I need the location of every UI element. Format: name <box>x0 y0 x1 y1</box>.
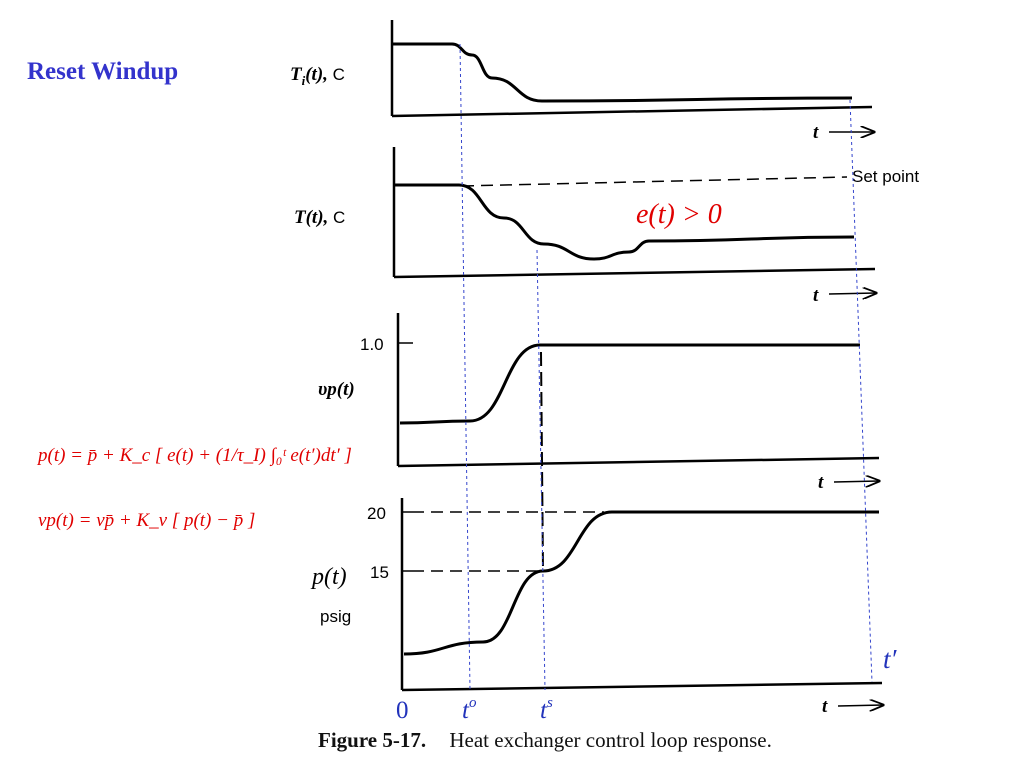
series-line <box>403 510 879 656</box>
figure-caption: Figure 5-17. Heat exchanger control loop… <box>318 728 772 753</box>
slide-title: Reset Windup <box>27 58 179 85</box>
y-axis-label: υp(t) <box>318 379 355 400</box>
x-axis <box>397 456 880 468</box>
y-axis-label: p(t) <box>310 564 347 590</box>
y-tick-label: 15 <box>370 563 389 582</box>
x-axis-label: t <box>813 122 819 143</box>
time-marker-t-o: to <box>462 695 477 724</box>
error-annotation: e(t) > 0 <box>636 199 722 230</box>
x-axis-label: t <box>813 285 819 306</box>
x-axis-arrow <box>833 481 879 482</box>
y-axis-label: T(t), C <box>294 207 345 228</box>
time-marker-t-s: ts <box>540 695 553 724</box>
t-s-marker-line <box>536 249 546 691</box>
t-prime-marker-line <box>849 99 873 683</box>
x-axis-label: t <box>822 696 828 717</box>
figure-caption-label: Figure 5-17. <box>318 728 427 752</box>
y-axis-label: Ti(t), C <box>290 64 345 88</box>
x-axis-label: t <box>818 472 824 493</box>
series-line <box>393 183 855 261</box>
time-marker-t-prime: t′ <box>883 644 898 674</box>
y-tick-label: 1.0 <box>360 335 384 354</box>
x-axis <box>393 267 876 279</box>
time-marker-0: 0 <box>396 697 409 724</box>
time-markers <box>459 43 873 691</box>
y-tick-label: 20 <box>367 504 386 523</box>
y-axis-unit: psig <box>320 607 351 626</box>
t-o-marker-line <box>459 43 471 691</box>
valve-position-equation: vp(t) = vp̄ + K_v [ p(t) − p̄ ] <box>38 510 256 531</box>
x-axis <box>391 105 873 118</box>
series-line <box>399 343 860 425</box>
series-line <box>391 42 853 103</box>
panel-pressure: 20 15 p(t) psig t <box>310 351 883 717</box>
x-axis-arrow <box>828 293 876 294</box>
set-point-line <box>461 176 848 187</box>
set-point-label: Set point <box>852 167 919 186</box>
x-axis <box>401 681 883 692</box>
pi-controller-equation: p(t) = p̄ + K_c [ e(t) + (1/τ_I) ∫₀ᵗ e(t… <box>38 445 352 466</box>
x-axis-arrow <box>837 705 883 706</box>
panel-outlet-temperature: Set point T(t), C e(t) > 0 t <box>294 147 919 306</box>
figure-caption-text: Heat exchanger control loop response. <box>449 728 772 752</box>
panel-inlet-temperature: Ti(t), C t <box>290 20 874 143</box>
panel-valve-position: 1.0 υp(t) t <box>318 313 879 493</box>
